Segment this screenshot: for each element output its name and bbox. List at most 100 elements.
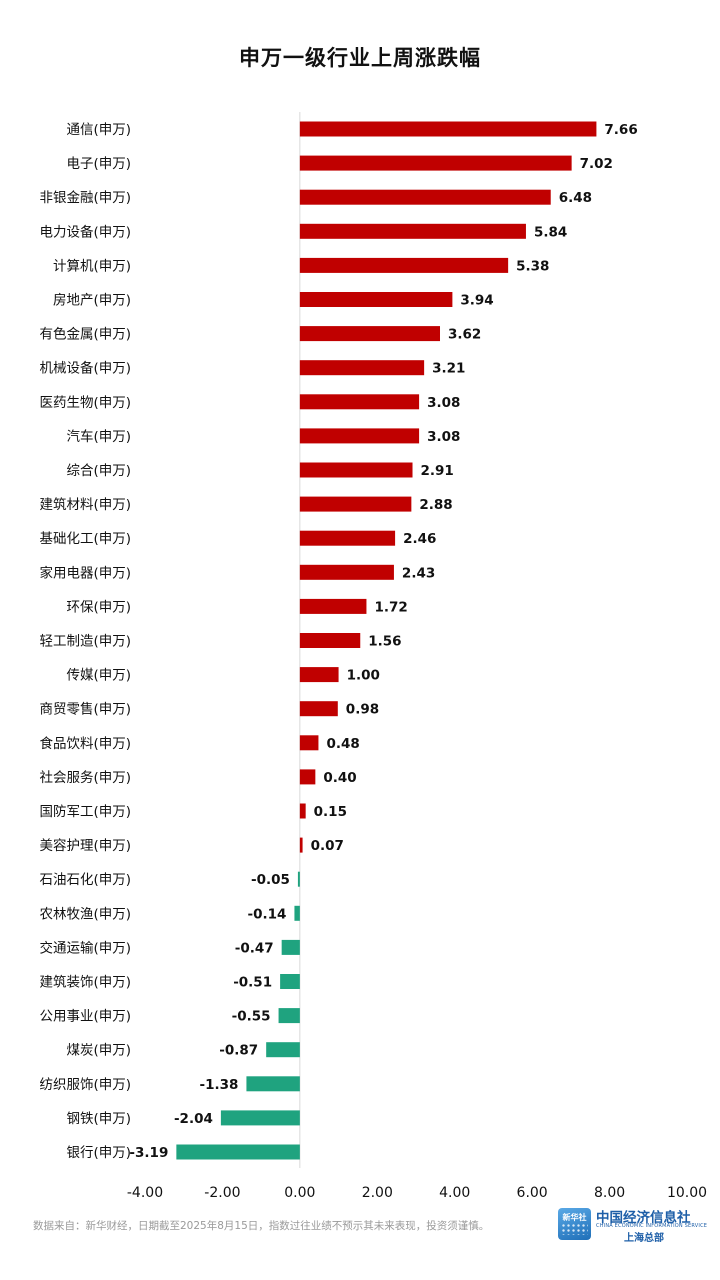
bar: [299, 462, 413, 478]
category-label: 纺织服饰(申万): [39, 1077, 131, 1093]
data-label: 3.08: [427, 395, 460, 411]
data-label: 3.94: [460, 293, 493, 309]
bar: [176, 1144, 300, 1160]
data-label: 2.88: [419, 497, 452, 513]
data-label: 1.72: [374, 599, 407, 615]
data-label: 7.66: [604, 122, 637, 138]
category-label: 交通运输(申万): [39, 939, 131, 956]
data-label: 7.02: [580, 156, 613, 172]
category-label: 汽车(申万): [66, 428, 131, 445]
category-label: 社会服务(申万): [39, 770, 131, 786]
bar: [299, 223, 526, 239]
category-label: 通信(申万): [66, 122, 131, 138]
category-label: 有色金属(申万): [39, 326, 131, 343]
bar: [294, 905, 300, 921]
bar: [299, 326, 441, 342]
x-tick-label: 2.00: [362, 1185, 393, 1201]
data-label: -0.05: [251, 872, 290, 888]
x-tick-label: -4.00: [127, 1185, 163, 1201]
bar: [299, 189, 551, 205]
cei-name-cn: 中国经济信息社: [596, 1210, 691, 1226]
bar: [299, 155, 572, 171]
category-label: 电力设备(申万): [39, 223, 131, 240]
bar: [299, 803, 306, 819]
category-label: 综合(申万): [66, 463, 131, 479]
data-label: 1.00: [347, 668, 380, 684]
data-label: 3.21: [432, 361, 465, 377]
category-label: 银行(申万): [66, 1145, 131, 1161]
bar: [297, 871, 300, 887]
data-label: 0.07: [311, 838, 344, 854]
data-label: 0.40: [323, 770, 356, 786]
data-label: 0.48: [326, 736, 359, 752]
category-label: 医药生物(申万): [39, 395, 131, 411]
category-label: 家用电器(申万): [39, 564, 131, 581]
bar: [281, 939, 300, 955]
xinhua-logo-text: 新华社: [562, 1213, 587, 1222]
data-label: 2.43: [402, 565, 435, 581]
data-label: -0.47: [235, 940, 274, 956]
bar: [299, 633, 361, 648]
x-tick-label: 10.00: [667, 1185, 707, 1201]
category-label: 机械设备(申万): [39, 360, 131, 377]
category-label: 计算机(申万): [53, 258, 131, 274]
data-label: -3.19: [129, 1145, 168, 1161]
data-label: -0.14: [248, 906, 287, 922]
data-label: 1.56: [368, 634, 401, 650]
category-label: 电子(申万): [66, 156, 131, 172]
xinhua-logo-icon: 新华社: [558, 1208, 591, 1240]
category-label: 房地产(申万): [53, 293, 131, 309]
publisher-logo: 新华社 中国经济信息社 CHINA ECONOMIC INFORMATION S…: [558, 1206, 707, 1244]
bar-chart: 通信(申万) 7.66 电子(申万) 7.02 非银金融(申万) 6.48 电力设备(申万)…: [39, 112, 707, 1201]
category-label: 非银金融(申万): [39, 190, 131, 206]
bar: [299, 564, 394, 580]
bar: [299, 598, 367, 614]
data-label: -0.87: [219, 1043, 258, 1059]
bar: [299, 394, 420, 410]
bar: [299, 360, 425, 376]
category-label: 建筑材料(申万): [39, 497, 131, 513]
data-label: -2.04: [174, 1111, 213, 1127]
data-label: -1.38: [200, 1077, 239, 1093]
category-label: 农林牧渔(申万): [39, 906, 131, 922]
category-label: 食品饮料(申万): [39, 735, 131, 752]
data-label: -0.55: [232, 1009, 271, 1025]
cei-name-en: CHINA ECONOMIC INFORMATION SERVICE: [596, 1223, 708, 1229]
category-label: 传媒(申万): [66, 668, 131, 684]
x-tick-label: 6.00: [517, 1185, 548, 1201]
category-label: 基础化工(申万): [39, 530, 131, 547]
bar: [299, 735, 319, 751]
bar: [299, 428, 420, 444]
bar: [278, 1008, 300, 1024]
x-tick-label: -2.00: [204, 1185, 240, 1201]
x-tick-label: 4.00: [439, 1185, 470, 1201]
bar: [299, 769, 316, 785]
bar: [266, 1042, 300, 1058]
bar: [280, 974, 300, 989]
category-label: 商贸零售(申万): [39, 702, 131, 718]
bar: [299, 496, 412, 512]
data-label: 3.08: [427, 429, 460, 445]
data-label: 2.46: [403, 531, 436, 547]
category-label: 国防军工(申万): [39, 804, 131, 820]
data-label: 6.48: [559, 190, 592, 206]
bar: [299, 701, 338, 717]
x-tick-label: 8.00: [594, 1185, 625, 1201]
data-label: 5.84: [534, 224, 567, 240]
cei-subtitle: 上海总部: [624, 1233, 664, 1244]
category-label: 煤炭(申万): [66, 1043, 131, 1059]
bar: [299, 667, 339, 683]
data-label: 5.38: [516, 258, 549, 274]
bar: [299, 837, 303, 853]
bar: [220, 1110, 300, 1126]
data-label: -0.51: [233, 975, 272, 991]
bar: [299, 121, 597, 137]
category-label: 钢铁(申万): [66, 1111, 131, 1127]
data-label: 0.98: [346, 702, 379, 718]
bar: [299, 292, 453, 307]
bar: [299, 257, 509, 273]
category-label: 环保(申万): [66, 599, 131, 615]
category-label: 美容护理(申万): [39, 837, 131, 854]
category-label: 轻工制造(申万): [39, 634, 131, 650]
source-note: 数据来自：新华财经，日期截至2025年8月15日，指数过往业绩不预示其未来表现，…: [33, 1220, 490, 1232]
